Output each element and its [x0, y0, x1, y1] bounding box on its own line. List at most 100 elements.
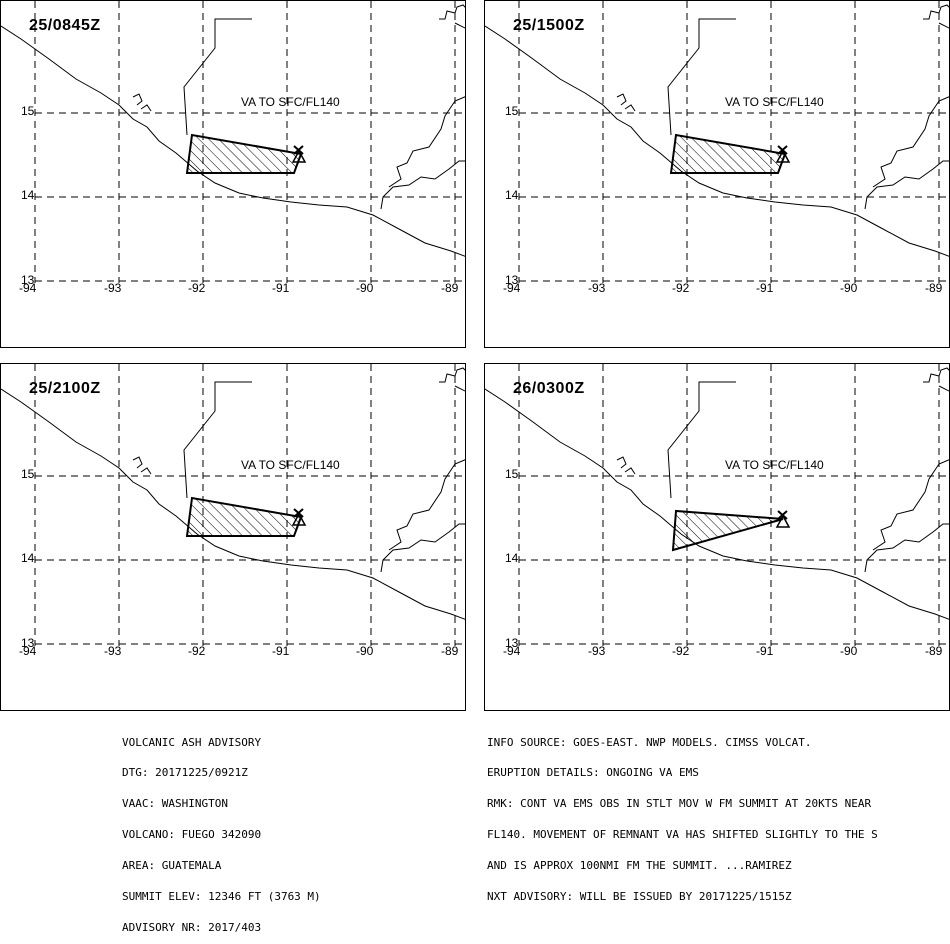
lat-label-15: 15 [505, 104, 519, 118]
lat-label-13: 13 [21, 636, 35, 650]
forecast-panel-4: 26/0300Z VA TO SFC/FL140 15 14 13 -94 -9… [484, 363, 950, 711]
lat-label-14: 14 [505, 188, 519, 202]
lon-label--91: -91 [756, 281, 774, 295]
country-border [380, 160, 465, 210]
lon-label--94: -94 [19, 644, 37, 658]
lat-label-14: 14 [505, 551, 519, 565]
country-border [667, 381, 736, 499]
info-source: INFO SOURCE: GOES-EAST. NWP MODELS. CIMS… [487, 735, 812, 749]
lon-label--90: -90 [356, 281, 374, 295]
coastline [132, 456, 143, 469]
lon-label--93: -93 [104, 644, 122, 658]
lon-label--94: -94 [503, 644, 521, 658]
country-border [454, 22, 465, 29]
lon-label--93: -93 [588, 281, 606, 295]
va-height-label: VA TO SFC/FL140 [725, 95, 824, 109]
lon-label--89: -89 [441, 644, 459, 658]
country-border [872, 459, 949, 551]
lat-label-13: 13 [505, 273, 519, 287]
coastline [624, 467, 636, 475]
summit-x-icon [777, 145, 788, 155]
volcano-triangle-icon [775, 149, 791, 163]
advisory-header-block: VOLCANIC ASH ADVISORY DTG: 20171225/0921… [122, 717, 321, 944]
map-canvas [485, 1, 949, 283]
country-border [388, 96, 465, 188]
remarks-line-1: RMK: CONT VA EMS OBS IN STLT MOV W FM SU… [487, 797, 872, 811]
summit-x-icon [293, 145, 304, 155]
coastline [439, 4, 465, 20]
va-height-label: VA TO SFC/FL140 [241, 458, 340, 472]
country-border [183, 18, 252, 136]
forecast-panel-3: 25/2100Z VA TO SFC/FL140 15 14 13 -94 -9… [0, 363, 466, 711]
country-border [667, 18, 736, 136]
advisory-number: ADVISORY NR: 2017/403 [122, 920, 262, 934]
advisory-title: VOLCANIC ASH ADVISORY [122, 735, 262, 749]
ash-cloud-polygon [669, 133, 787, 174]
country-border [183, 381, 252, 499]
coastline [923, 367, 949, 383]
map-canvas [1, 364, 465, 646]
panel-time-label: 25/1500Z [513, 17, 585, 34]
lon-label--89: -89 [925, 281, 943, 295]
lon-label--94: -94 [503, 281, 521, 295]
coastline [923, 4, 949, 20]
country-border [872, 96, 949, 188]
next-advisory: NXT ADVISORY: WILL BE ISSUED BY 20171225… [487, 890, 792, 904]
lat-label-14: 14 [21, 551, 35, 565]
volcano-triangle-icon [291, 149, 307, 163]
summit-x-icon [777, 510, 788, 520]
va-height-label: VA TO SFC/FL140 [241, 95, 340, 109]
volcano-triangle-icon [775, 514, 791, 528]
lat-label-13: 13 [505, 636, 519, 650]
country-border [864, 160, 949, 210]
advisory-summit-elev: SUMMIT ELEV: 12346 FT (3763 M) [122, 890, 321, 904]
coastline [616, 93, 627, 106]
coastline [140, 104, 152, 112]
lat-label-13: 13 [21, 273, 35, 287]
country-border [388, 459, 465, 551]
advisory-vaac: VAAC: WASHINGTON [122, 797, 228, 811]
ash-cloud-polygon [671, 509, 784, 552]
ash-cloud-polygon [185, 496, 303, 537]
lon-label--91: -91 [756, 644, 774, 658]
advisory-area: AREA: GUATEMALA [122, 859, 222, 873]
lat-label-15: 15 [21, 467, 35, 481]
coastline [485, 388, 949, 620]
forecast-panel-2: 25/1500Z VA TO SFC/FL140 15 14 13 -94 -9… [484, 0, 950, 348]
lon-label--92: -92 [188, 281, 206, 295]
country-border [938, 22, 949, 29]
map-canvas [1, 1, 465, 283]
lat-label-15: 15 [505, 467, 519, 481]
map-canvas [485, 364, 949, 646]
lon-label--93: -93 [104, 281, 122, 295]
lon-label--90: -90 [840, 281, 858, 295]
coastline [616, 456, 627, 469]
lon-label--89: -89 [925, 644, 943, 658]
remarks-line-3: AND IS APPROX 100NMI FM THE SUMMIT. ...R… [487, 859, 792, 873]
coastline [624, 104, 636, 112]
lon-label--90: -90 [356, 644, 374, 658]
country-border [380, 523, 465, 573]
country-border [938, 385, 949, 392]
lon-label--93: -93 [588, 644, 606, 658]
advisory-dtg: DTG: 20171225/0921Z [122, 766, 248, 780]
eruption-details: ERUPTION DETAILS: ONGOING VA EMS [487, 766, 699, 780]
lon-label--92: -92 [672, 644, 690, 658]
coastline [439, 367, 465, 383]
country-border [454, 385, 465, 392]
lon-label--92: -92 [188, 644, 206, 658]
advisory-volcano: VOLCANO: FUEGO 342090 [122, 828, 262, 842]
coastline [140, 467, 152, 475]
lon-label--92: -92 [672, 281, 690, 295]
ash-cloud-polygon [185, 133, 303, 174]
panel-time-label: 25/0845Z [29, 17, 101, 34]
advisory-info-block: INFO SOURCE: GOES-EAST. NWP MODELS. CIMS… [487, 717, 878, 913]
lon-label--91: -91 [272, 644, 290, 658]
forecast-panel-1: 25/0845Z VA TO SFC/FL140 15 14 13 -94 -9… [0, 0, 466, 348]
panel-time-label: 25/2100Z [29, 380, 101, 397]
lon-label--94: -94 [19, 281, 37, 295]
coastline [485, 25, 949, 257]
coastline [132, 93, 143, 106]
country-border [864, 523, 949, 573]
lat-label-15: 15 [21, 104, 35, 118]
